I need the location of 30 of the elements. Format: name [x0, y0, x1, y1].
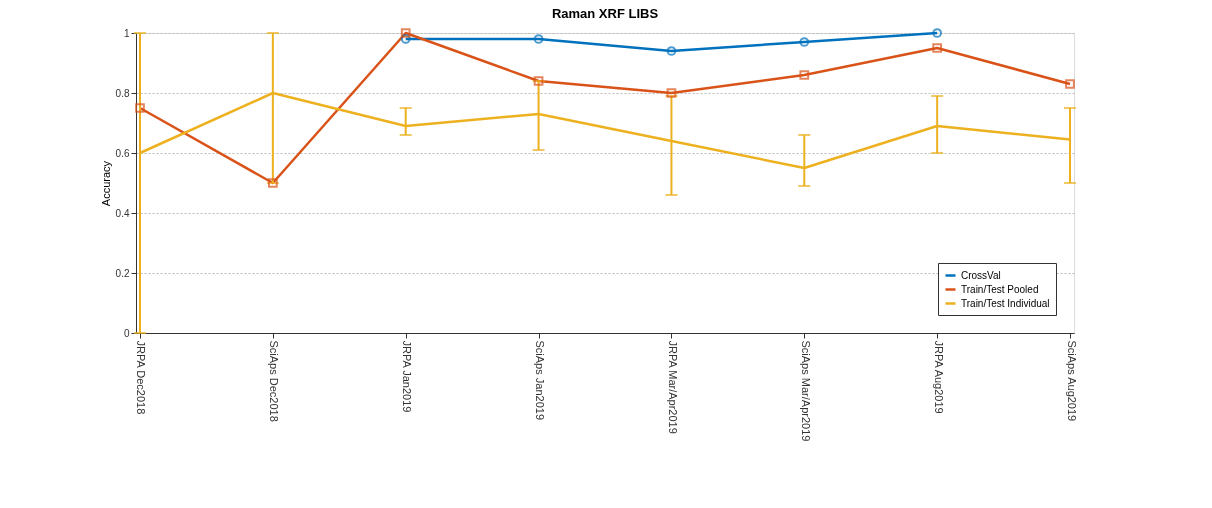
point [400, 28, 411, 38]
legend-label: Train/Test Individual [961, 297, 1050, 309]
point [135, 103, 145, 113]
point [799, 37, 810, 47]
y-axis-title: Accuracy [99, 160, 112, 207]
legend-label: Train/Test Pooled [961, 283, 1039, 295]
point [1065, 79, 1075, 89]
point [267, 178, 278, 188]
x-tick-label: SciAps Jan2019 [534, 340, 547, 420]
x-tick-label: JRPA Dec2018 [135, 340, 148, 415]
y-tick-label: 0.8 [115, 87, 130, 99]
legend-label: CrossVal [961, 269, 1001, 281]
x-tick-label: SciAps Mar/Apr2019 [799, 340, 812, 442]
x-tick-label: SciAps Aug2019 [1065, 340, 1078, 422]
x-tick-label: JRPA Jan2019 [401, 340, 414, 413]
y-tick-label: 0.6 [115, 147, 130, 159]
y-tick-label: 1 [123, 27, 130, 39]
point [533, 76, 544, 86]
x-tick-label: SciAps Dec2018 [268, 340, 281, 422]
point [799, 70, 810, 80]
x-tick-label: JRPA Mar/Apr2019 [666, 340, 679, 434]
point [666, 46, 677, 56]
y-tick-label: 0.2 [115, 267, 130, 279]
point [533, 34, 544, 44]
y-tick-label: 0 [123, 327, 130, 339]
y-tick-label: 0.4 [115, 207, 130, 219]
point [932, 43, 943, 53]
x-tick-label: JRPA Aug2019 [932, 340, 945, 414]
point [666, 88, 677, 98]
chart-title: Raman XRF LIBS [551, 6, 659, 22]
